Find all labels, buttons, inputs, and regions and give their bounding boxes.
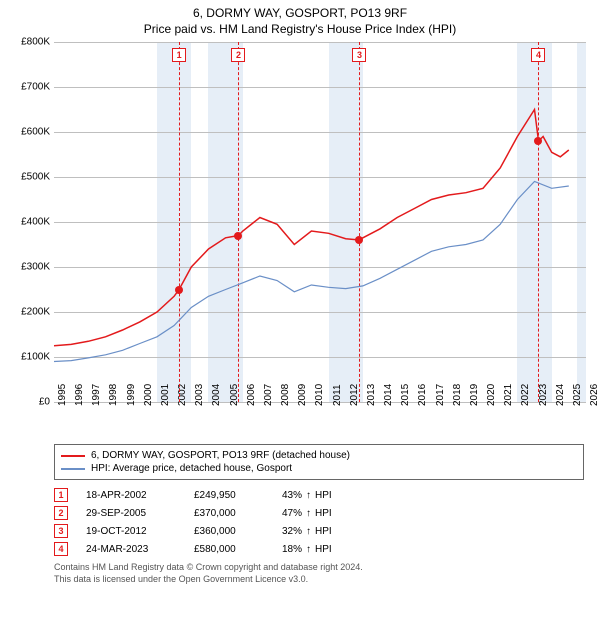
- transaction-price: £360,000: [194, 526, 264, 537]
- x-axis-label: 2026: [589, 384, 600, 406]
- series-price_paid: [54, 110, 569, 346]
- y-axis-label: £300K: [8, 262, 50, 273]
- y-axis-label: £800K: [8, 37, 50, 48]
- transaction-date: 29-SEP-2005: [86, 508, 176, 519]
- legend-item: HPI: Average price, detached house, Gosp…: [61, 462, 577, 475]
- footer-line: Contains HM Land Registry data © Crown c…: [54, 562, 584, 574]
- transaction-marker: 4: [54, 542, 68, 556]
- transaction-date: 24-MAR-2023: [86, 544, 176, 555]
- transaction-pct: 47%↑HPI: [282, 508, 352, 519]
- transaction-pct: 32%↑HPI: [282, 526, 352, 537]
- transaction-pct: 43%↑HPI: [282, 490, 352, 501]
- transaction-price: £249,950: [194, 490, 264, 501]
- transaction-marker: 3: [54, 524, 68, 538]
- transaction-date: 18-APR-2002: [86, 490, 176, 501]
- transaction-marker: 1: [54, 488, 68, 502]
- chart-legend: 6, DORMY WAY, GOSPORT, PO13 9RF (detache…: [54, 444, 584, 480]
- legend-label: 6, DORMY WAY, GOSPORT, PO13 9RF (detache…: [91, 450, 350, 461]
- arrow-up-icon: ↑: [306, 544, 311, 555]
- transaction-price: £580,000: [194, 544, 264, 555]
- arrow-up-icon: ↑: [306, 508, 311, 519]
- y-axis-label: £400K: [8, 217, 50, 228]
- y-axis-label: £600K: [8, 127, 50, 138]
- y-axis-label: £200K: [8, 307, 50, 318]
- y-axis-label: £700K: [8, 82, 50, 93]
- transaction-row: 1 18-APR-2002 £249,950 43%↑HPI: [54, 486, 584, 504]
- price-chart: £0£100K£200K£300K£400K£500K£600K£700K£80…: [54, 42, 586, 402]
- transaction-row: 2 29-SEP-2005 £370,000 47%↑HPI: [54, 504, 584, 522]
- transaction-pct: 18%↑HPI: [282, 544, 352, 555]
- page-subtitle: Price paid vs. HM Land Registry's House …: [8, 22, 592, 36]
- y-axis-label: £500K: [8, 172, 50, 183]
- transaction-row: 3 19-OCT-2012 £360,000 32%↑HPI: [54, 522, 584, 540]
- footer-attribution: Contains HM Land Registry data © Crown c…: [54, 562, 584, 585]
- legend-item: 6, DORMY WAY, GOSPORT, PO13 9RF (detache…: [61, 449, 577, 462]
- arrow-up-icon: ↑: [306, 526, 311, 537]
- y-axis-label: £0: [8, 397, 50, 408]
- transaction-marker: 2: [54, 506, 68, 520]
- arrow-up-icon: ↑: [306, 490, 311, 501]
- legend-swatch: [61, 455, 85, 457]
- legend-label: HPI: Average price, detached house, Gosp…: [91, 463, 292, 474]
- series-hpi: [54, 182, 569, 362]
- transactions-table: 1 18-APR-2002 £249,950 43%↑HPI 2 29-SEP-2005 £…: [54, 486, 584, 558]
- page-title: 6, DORMY WAY, GOSPORT, PO13 9RF: [8, 6, 592, 20]
- legend-swatch: [61, 468, 85, 470]
- transaction-price: £370,000: [194, 508, 264, 519]
- transaction-row: 4 24-MAR-2023 £580,000 18%↑HPI: [54, 540, 584, 558]
- transaction-date: 19-OCT-2012: [86, 526, 176, 537]
- footer-line: This data is licensed under the Open Gov…: [54, 574, 584, 586]
- y-axis-label: £100K: [8, 352, 50, 363]
